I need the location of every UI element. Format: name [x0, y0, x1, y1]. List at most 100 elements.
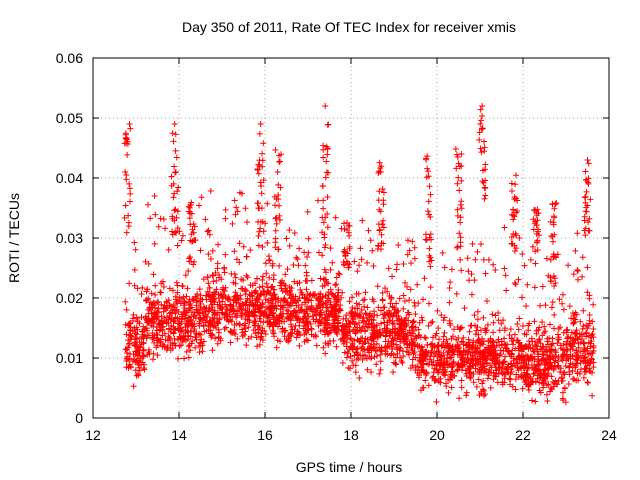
- data-point: [472, 256, 479, 263]
- data-point: [172, 206, 179, 213]
- data-point: [342, 315, 349, 322]
- data-point: [366, 353, 373, 360]
- data-point: [343, 312, 350, 319]
- data-point: [415, 300, 422, 307]
- data-point: [231, 248, 238, 255]
- data-point: [126, 341, 133, 348]
- data-point: [172, 147, 179, 154]
- data-point: [304, 253, 311, 260]
- data-point: [212, 335, 219, 342]
- data-point: [550, 273, 557, 280]
- data-point: [315, 249, 322, 256]
- data-point: [465, 336, 472, 343]
- data-point: [456, 395, 463, 402]
- data-point: [282, 327, 289, 334]
- data-point: [459, 351, 466, 358]
- data-point: [222, 251, 229, 258]
- data-point: [321, 266, 328, 273]
- data-point: [545, 365, 552, 372]
- data-point: [155, 223, 162, 230]
- data-point: [501, 265, 508, 272]
- data-point: [246, 291, 253, 298]
- data-point: [122, 168, 129, 175]
- data-point: [569, 375, 576, 382]
- data-point: [126, 121, 133, 127]
- data-point: [586, 295, 593, 302]
- data-point: [339, 360, 346, 367]
- data-point: [405, 349, 412, 356]
- data-point: [479, 125, 486, 132]
- data-point: [466, 366, 473, 373]
- data-point: [169, 213, 176, 220]
- data-point: [259, 273, 266, 280]
- data-point: [318, 318, 325, 325]
- data-point: [384, 342, 391, 349]
- data-point: [338, 327, 345, 334]
- data-point: [193, 330, 200, 337]
- data-point: [521, 378, 528, 385]
- data-point: [387, 352, 394, 359]
- data-point: [552, 280, 559, 287]
- data-point: [243, 253, 250, 260]
- data-point: [390, 312, 397, 319]
- data-point: [177, 300, 184, 307]
- data-point: [405, 317, 412, 324]
- data-point: [319, 214, 326, 221]
- data-point: [160, 283, 167, 290]
- data-point: [329, 320, 336, 327]
- data-point: [166, 302, 173, 309]
- data-point: [273, 305, 280, 312]
- data-point: [255, 161, 262, 168]
- data-point: [544, 354, 551, 361]
- data-point: [508, 353, 515, 360]
- data-point: [412, 367, 419, 374]
- data-point: [565, 380, 572, 387]
- data-point: [590, 359, 597, 366]
- data-point: [322, 103, 329, 109]
- data-point: [446, 317, 453, 324]
- data-point: [165, 246, 172, 253]
- data-point: [273, 195, 280, 202]
- data-point: [586, 215, 593, 222]
- data-point: [417, 356, 424, 363]
- x-axis-title: GPS time / hours: [296, 459, 403, 475]
- data-point: [138, 335, 145, 342]
- data-point: [167, 326, 174, 333]
- data-point: [588, 355, 595, 362]
- data-point: [360, 314, 367, 321]
- data-point: [429, 374, 436, 381]
- data-point: [352, 369, 359, 376]
- data-point: [145, 346, 152, 353]
- data-point: [277, 279, 284, 286]
- data-point: [522, 342, 529, 349]
- data-point: [352, 326, 359, 333]
- data-point: [365, 227, 372, 234]
- data-point: [582, 354, 589, 361]
- data-point: [376, 227, 383, 234]
- data-point: [320, 205, 327, 212]
- data-point: [363, 318, 370, 325]
- data-point: [266, 314, 273, 321]
- data-point: [218, 276, 225, 283]
- data-point: [220, 286, 227, 293]
- data-point: [304, 310, 311, 317]
- data-point: [551, 363, 558, 370]
- data-point: [505, 369, 512, 376]
- data-point: [272, 295, 279, 302]
- data-point: [237, 303, 244, 310]
- data-point: [126, 280, 133, 287]
- data-point: [380, 217, 387, 224]
- data-point: [152, 211, 159, 218]
- data-point: [205, 227, 212, 234]
- data-point: [207, 320, 214, 327]
- data-point: [578, 366, 585, 373]
- data-point: [305, 297, 312, 304]
- data-point: [344, 354, 351, 361]
- data-point: [457, 214, 464, 221]
- data-point: [567, 352, 574, 359]
- data-point: [453, 290, 460, 297]
- data-point: [133, 324, 140, 331]
- data-point: [377, 307, 384, 314]
- data-point: [247, 247, 254, 254]
- data-point: [438, 312, 445, 319]
